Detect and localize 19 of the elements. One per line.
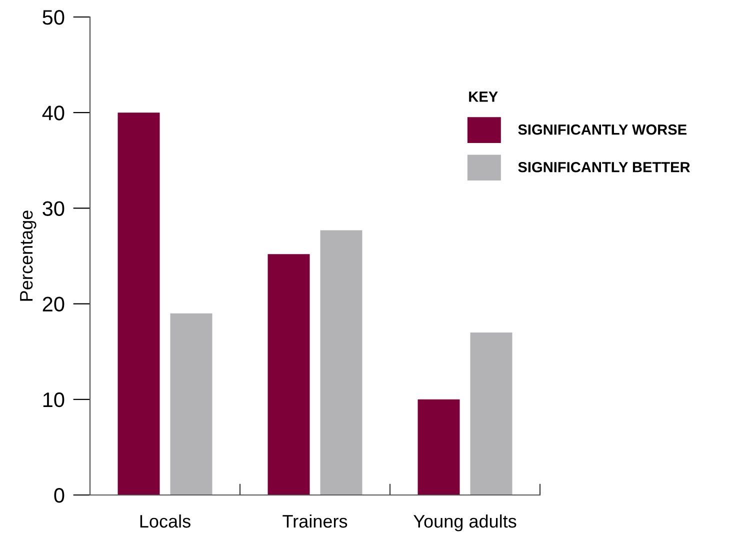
bar	[268, 254, 310, 495]
y-tick-label: 0	[54, 488, 64, 503]
legend-title: KEY	[469, 92, 498, 102]
y-tick-label: 30	[42, 201, 64, 216]
bar	[418, 399, 460, 495]
x-tick-label: Young adults	[414, 514, 516, 532]
y-axis-title: Percentage	[20, 210, 36, 301]
bar	[118, 112, 160, 495]
y-tick-label: 50	[42, 10, 64, 25]
legend-label: SIGNIFICANTLY WORSE	[518, 124, 686, 135]
y-tick-label: 20	[42, 296, 64, 312]
legend-label: SIGNIFICANTLY BETTER	[518, 162, 690, 172]
bar	[470, 332, 512, 495]
y-tick-label: 40	[42, 106, 64, 120]
bar	[170, 313, 212, 495]
x-tick-label: Trainers	[282, 514, 348, 528]
x-tick-label: Locals	[140, 514, 190, 528]
y-tick-label: 10	[43, 392, 64, 408]
bar	[320, 230, 362, 495]
